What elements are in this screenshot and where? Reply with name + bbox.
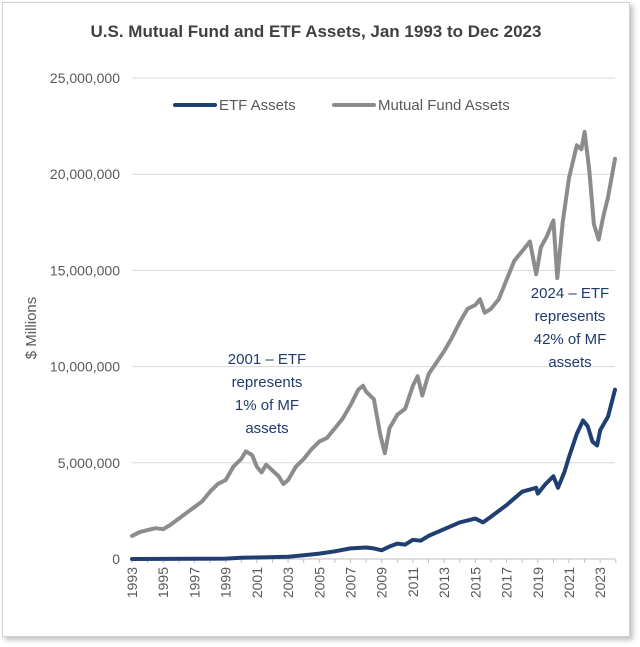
annotation-2024: 2024 – ETF represents 42% of MF assets — [531, 285, 609, 371]
x-tick-label: 2007 — [342, 567, 358, 598]
x-tick-label: 2011 — [405, 567, 421, 597]
legend: ETF Assets Mutual Fund Assets — [173, 97, 510, 114]
x-tick-label: 2001 — [249, 567, 265, 598]
annotation-2001-line2: represents — [232, 374, 303, 391]
annotation-2001-line1: 2001 – ETF — [228, 351, 306, 368]
y-tick-label: 15,000,000 — [50, 262, 120, 278]
annotation-2001-line4: assets — [245, 420, 288, 437]
x-tick-label: 2017 — [499, 567, 515, 598]
y-tick-label: 25,000,000 — [50, 70, 120, 86]
chart-canvas: U.S. Mutual Fund and ETF Assets, Jan 199… — [23, 22, 617, 598]
annotation-2024-line4: assets — [548, 354, 591, 371]
x-tick-label: 2003 — [280, 567, 296, 598]
annotation-2001-line3: 1% of MF — [235, 397, 299, 414]
y-tick-label: 5,000,000 — [58, 455, 120, 471]
y-tick-label: 10,000,000 — [50, 359, 120, 375]
x-tick-label: 2009 — [374, 567, 390, 598]
x-tick-label: 2019 — [530, 567, 546, 598]
legend-label-mutual-fund: Mutual Fund Assets — [378, 97, 510, 114]
gridlines — [132, 77, 615, 464]
x-tick-label: 2013 — [436, 567, 452, 598]
annotation-2024-line1: 2024 – ETF — [531, 285, 609, 302]
y-axis-ticks: 0 5,000,000 10,000,000 15,000,000 20,000,000… — [50, 70, 120, 567]
y-axis-label: $ Millions — [23, 297, 40, 360]
x-tick-label: 1993 — [124, 567, 140, 598]
x-tick-label: 2015 — [467, 567, 483, 598]
x-tick-label: 2005 — [311, 567, 327, 598]
x-tick-label: 2023 — [592, 567, 608, 598]
x-tick-label: 2021 — [561, 567, 577, 598]
series-line-mutual-fund — [130, 129, 617, 538]
annotation-2024-line3: 42% of MF — [534, 331, 607, 348]
x-axis-ticks: 1993 1995 1997 1999 2001 2003 2005 2007 2009 2011… — [124, 559, 617, 598]
series-lines — [130, 129, 617, 561]
annotation-2024-line2: represents — [535, 308, 606, 325]
x-tick-label: 1995 — [155, 567, 171, 598]
chart-frame: U.S. Mutual Fund and ETF Assets, Jan 199… — [2, 2, 630, 637]
x-tick-label: 1997 — [186, 567, 202, 598]
annotation-2001: 2001 – ETF represents 1% of MF assets — [228, 351, 306, 437]
series-line-etf — [130, 387, 617, 561]
legend-label-etf: ETF Assets — [219, 97, 296, 114]
chart-title: U.S. Mutual Fund and ETF Assets, Jan 199… — [91, 22, 542, 41]
x-tick-label: 1999 — [218, 567, 234, 598]
y-tick-label: 0 — [112, 551, 120, 567]
y-tick-label: 20,000,000 — [50, 166, 120, 182]
